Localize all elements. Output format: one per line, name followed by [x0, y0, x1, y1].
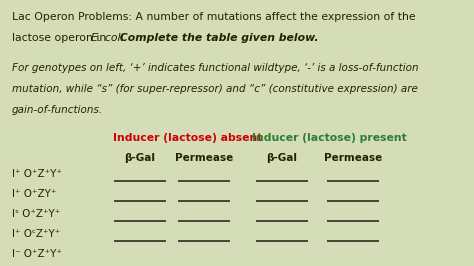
- Text: lactose operon in: lactose operon in: [12, 33, 109, 43]
- Text: β-Gal: β-Gal: [124, 153, 155, 163]
- Text: mutation, while “s” (for super-repressor) and “c” (constitutive expression) are: mutation, while “s” (for super-repressor…: [12, 84, 418, 94]
- Text: Complete the table given below.: Complete the table given below.: [116, 33, 318, 43]
- Text: Inducer (lactose) present: Inducer (lactose) present: [252, 133, 407, 143]
- Text: For genotypes on left, ‘+’ indicates functional wildtype, ‘-’ is a loss-of-funct: For genotypes on left, ‘+’ indicates fun…: [12, 63, 419, 73]
- Text: Permease: Permease: [175, 153, 233, 163]
- Text: E. coli.: E. coli.: [91, 33, 127, 43]
- Text: Iˢ O⁺Z⁺Y⁺: Iˢ O⁺Z⁺Y⁺: [12, 209, 60, 219]
- Text: Inducer (lactose) absent: Inducer (lactose) absent: [112, 133, 262, 143]
- Text: Lac Operon Problems: A number of mutations affect the expression of the: Lac Operon Problems: A number of mutatio…: [12, 12, 416, 22]
- Text: I⁺ OᶜZ⁺Y⁺: I⁺ OᶜZ⁺Y⁺: [12, 229, 60, 239]
- Text: gain-of-functions.: gain-of-functions.: [12, 105, 103, 115]
- Text: Permease: Permease: [324, 153, 382, 163]
- Text: I⁻ O⁺Z⁺Y⁺: I⁻ O⁺Z⁺Y⁺: [12, 249, 62, 259]
- Text: I⁺ O⁺Z⁺Y⁺: I⁺ O⁺Z⁺Y⁺: [12, 169, 62, 179]
- Text: I⁺ O⁺ZY⁺: I⁺ O⁺ZY⁺: [12, 189, 56, 199]
- Text: β-Gal: β-Gal: [266, 153, 298, 163]
